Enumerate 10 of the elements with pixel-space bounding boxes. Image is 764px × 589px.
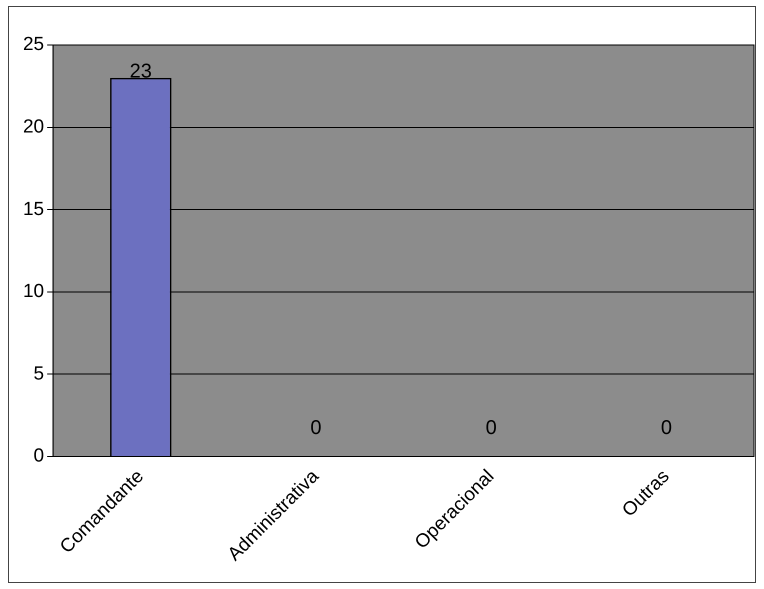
data-label: 0	[310, 417, 322, 440]
y-tick-label: 25	[22, 34, 44, 56]
y-tick-label: 10	[22, 281, 44, 302]
data-label: 0	[486, 417, 497, 440]
y-tick-label: 5	[34, 363, 44, 384]
data-label: 0	[660, 417, 672, 440]
y-tick-label: 20	[22, 116, 44, 138]
data-label: 23	[130, 60, 152, 82]
y-tick-label: 15	[22, 198, 44, 220]
y-tick-label: 0	[34, 446, 44, 467]
